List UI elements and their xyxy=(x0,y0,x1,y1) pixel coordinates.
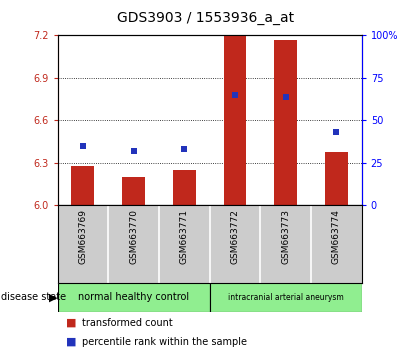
Bar xyxy=(274,40,297,205)
Text: ▶: ▶ xyxy=(48,292,57,302)
Bar xyxy=(325,152,348,205)
Bar xyxy=(122,177,145,205)
Text: GSM663772: GSM663772 xyxy=(231,209,240,264)
Bar xyxy=(173,170,196,205)
Text: ■: ■ xyxy=(66,337,76,347)
Bar xyxy=(210,283,362,312)
Text: intracranial arterial aneurysm: intracranial arterial aneurysm xyxy=(228,293,344,302)
Text: GSM663774: GSM663774 xyxy=(332,209,341,264)
Text: normal healthy control: normal healthy control xyxy=(78,292,189,302)
Text: percentile rank within the sample: percentile rank within the sample xyxy=(82,337,247,347)
Text: disease state: disease state xyxy=(1,292,66,302)
Text: GSM663770: GSM663770 xyxy=(129,209,138,264)
Bar xyxy=(58,283,210,312)
Text: GSM663773: GSM663773 xyxy=(281,209,290,264)
Text: GSM663769: GSM663769 xyxy=(79,209,88,264)
Bar xyxy=(224,35,246,205)
Text: ■: ■ xyxy=(66,318,76,328)
Bar xyxy=(72,166,94,205)
Text: transformed count: transformed count xyxy=(82,318,173,328)
Text: GDS3903 / 1553936_a_at: GDS3903 / 1553936_a_at xyxy=(117,11,294,25)
Text: GSM663771: GSM663771 xyxy=(180,209,189,264)
